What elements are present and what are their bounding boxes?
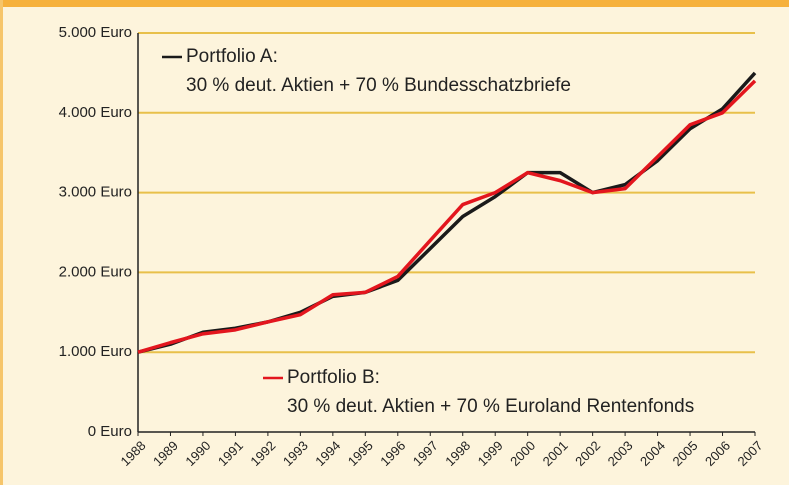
- top-band: [0, 0, 789, 7]
- legend-label: Portfolio B:: [287, 367, 380, 388]
- y-tick-label: 3.000 Euro: [59, 184, 132, 201]
- left-band: [0, 0, 3, 485]
- y-tick-label: 4.000 Euro: [59, 104, 132, 121]
- y-tick-label: 1.000 Euro: [59, 343, 132, 360]
- legend-label: Portfolio A:: [186, 46, 278, 67]
- y-tick-label: 5.000 Euro: [59, 24, 132, 41]
- legend-description: 30 % deut. Aktien + 70 % Bundesschatzbri…: [186, 75, 571, 96]
- legend-description: 30 % deut. Aktien + 70 % Euroland Renten…: [287, 396, 694, 417]
- y-tick-label: 0 Euro: [88, 423, 132, 440]
- series-line: [137, 79, 757, 354]
- y-tick-label: 2.000 Euro: [59, 263, 132, 280]
